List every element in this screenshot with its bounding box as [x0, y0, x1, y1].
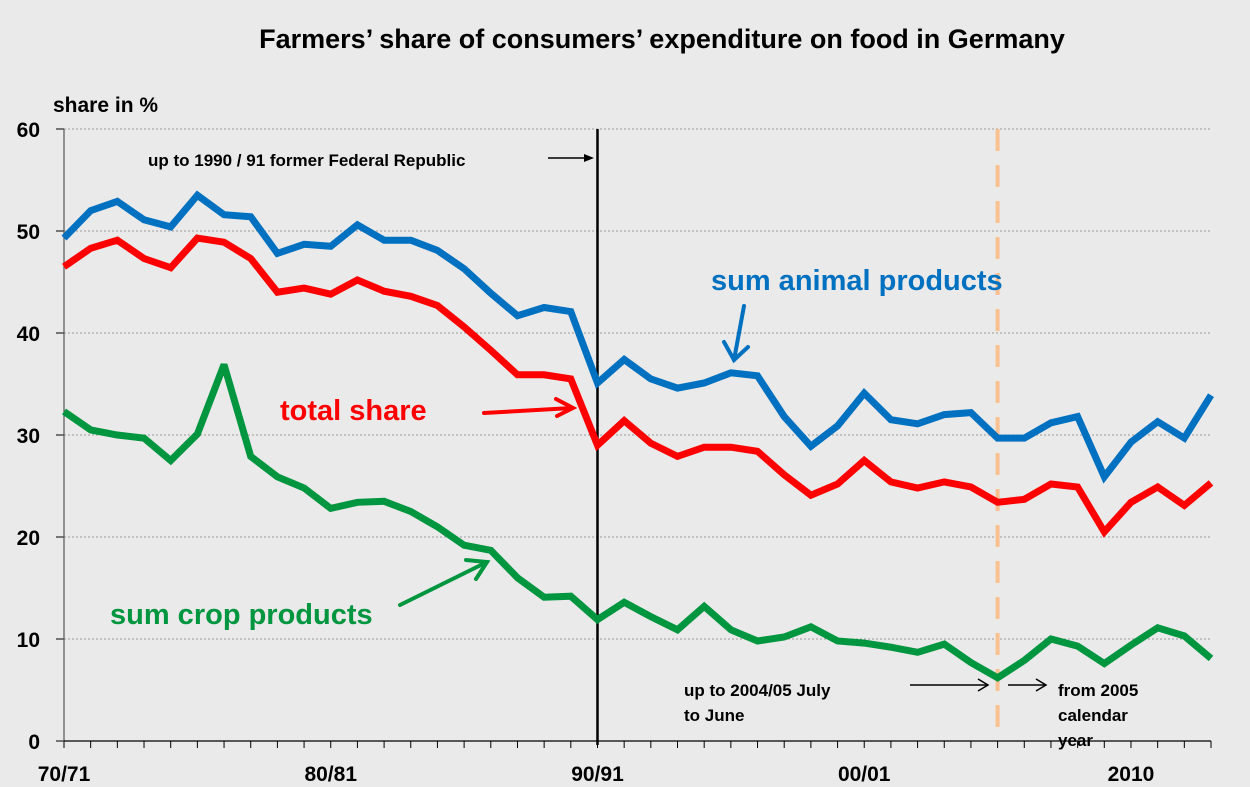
calendar-year-annotation-line3: year [1058, 731, 1093, 750]
series-lines [61, 190, 1214, 682]
gridlines [64, 128, 1211, 640]
series-line-sum-crop-products [62, 363, 1214, 682]
label-crop-products: sum crop products [110, 599, 373, 631]
series-line-sum-animal-products [61, 190, 1214, 484]
x-tick-label: 70/71 [38, 763, 91, 786]
federal-republic-annotation: up to 1990 / 91 former Federal Republic [148, 151, 465, 170]
chart-title: Farmers’ share of consumers’ expenditure… [259, 24, 1065, 54]
animal-label-arrow-icon [722, 304, 750, 364]
y-tick-label: 50 [17, 221, 40, 244]
y-tick-label: 0 [28, 731, 40, 754]
x-tick-label: 00/01 [838, 763, 891, 786]
y-axis-label: share in % [53, 94, 158, 117]
label-animal-products: sum animal products [711, 265, 1003, 297]
x-tick-label: 80/81 [304, 763, 357, 786]
series-line-total-share [62, 234, 1214, 538]
y-tick-label: 20 [17, 527, 40, 550]
y-tick-label: 60 [17, 119, 40, 142]
y-tick-label: 40 [17, 323, 40, 346]
fiscal-year-annotation-line2: to June [684, 706, 744, 725]
federal-republic-arrow-icon [548, 154, 594, 162]
y-tick-label: 10 [17, 629, 40, 652]
label-total-share: total share [280, 395, 427, 427]
x-tick-label: 2010 [1108, 763, 1155, 786]
fiscal-year-arrow-icon [910, 678, 990, 692]
x-tick-label: 90/91 [571, 763, 624, 786]
y-tick-label: 30 [17, 425, 40, 448]
fiscal-year-annotation-line1: up to 2004/05 July [684, 681, 831, 700]
y-axis-ticks: 0 10 20 30 40 50 60 [17, 119, 65, 754]
calendar-year-annotation-line2: calendar [1058, 706, 1128, 725]
calendar-year-arrow-icon [1008, 678, 1048, 692]
total-label-arrow-icon [482, 397, 578, 418]
x-axis: 70/71 80/81 90/91 00/01 2010 [38, 740, 1212, 786]
crop-label-arrow-icon [398, 558, 491, 607]
calendar-year-annotation-line1: from 2005 [1058, 681, 1138, 700]
